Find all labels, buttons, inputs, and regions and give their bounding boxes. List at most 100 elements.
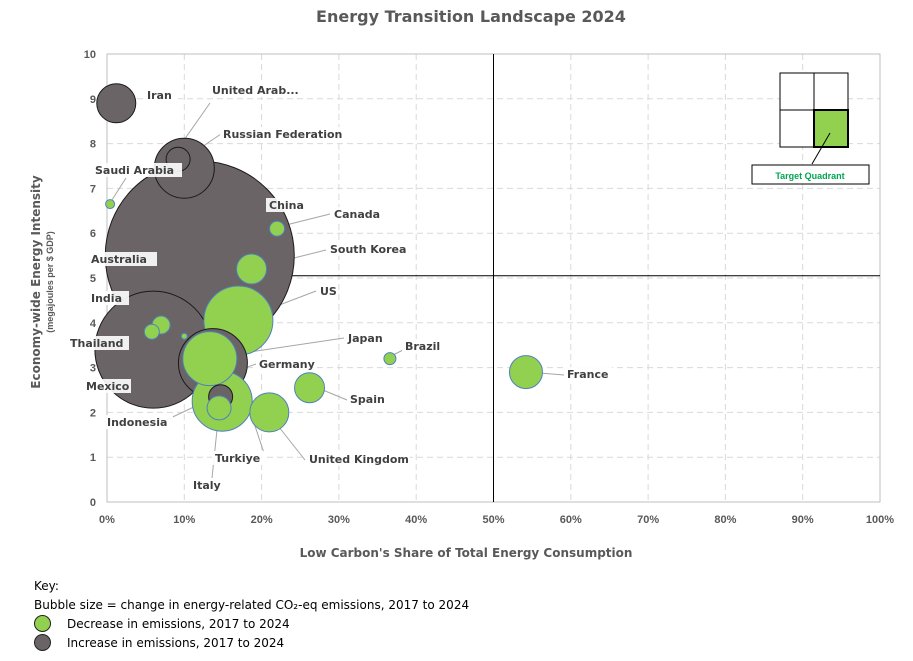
x-tick-label: 90%: [792, 514, 814, 526]
target-quadrant-label: Target Quadrant: [775, 171, 844, 181]
y-tick-label: 0: [90, 497, 96, 509]
label-bg: [83, 379, 131, 393]
x-tick-label: 20%: [251, 514, 273, 526]
label-brazil: Brazil: [405, 340, 440, 353]
y-tick-label: 8: [90, 139, 96, 151]
bubble-spain: [294, 372, 326, 404]
x-tick-label: 30%: [328, 514, 350, 526]
label-bg: [256, 357, 311, 371]
x-tick-label: 50%: [482, 514, 504, 526]
y-tick-label: 3: [90, 363, 96, 375]
key-increase-row: Increase in emissions, 2017 to 2024: [34, 633, 469, 652]
inset-cell-bottom-left: [779, 109, 815, 148]
energy-transition-chart: Energy Transition Landscape 2024 0% 10% 20…: [29, 7, 895, 560]
y-axis-subtitle: (megajoules per $ GDP): [45, 231, 55, 333]
label-spain: Spain: [350, 393, 385, 406]
bubble-iran: [96, 83, 137, 124]
x-tick-label: 10%: [173, 514, 195, 526]
label-bg: [331, 207, 379, 221]
label-south-korea: South Korea: [330, 243, 406, 256]
chart-title: Energy Transition Landscape 2024: [316, 7, 626, 26]
y-tick-label: 9: [90, 94, 96, 106]
label-bg: [347, 392, 388, 406]
label-bg: [317, 284, 337, 298]
label-mexico: Mexico: [86, 380, 130, 393]
label-us: US: [320, 285, 337, 298]
key-heading: Key:: [34, 578, 59, 593]
label-bg: [190, 478, 231, 492]
key-decrease-label: Decrease in emissions, 2017 to 2024: [67, 616, 290, 631]
label-australia: Australia: [91, 253, 147, 266]
x-tick-label: 80%: [714, 514, 736, 526]
legend-key: Key: Bubble size = change in energy-rela…: [34, 576, 469, 652]
bubble-south-korea: [236, 253, 268, 285]
label-bg: [402, 339, 450, 353]
increase-swatch: [34, 634, 51, 651]
label-bg: [564, 367, 612, 381]
leader-line: [539, 372, 565, 376]
key-increase-label: Increase in emissions, 2017 to 2024: [67, 635, 285, 650]
x-tick-label: 70%: [637, 514, 659, 526]
x-tick-label: 100%: [866, 514, 894, 526]
bubble-italy: [206, 395, 232, 421]
label-japan: Japan: [347, 332, 383, 345]
bubble-canada: [269, 220, 286, 237]
decrease-swatch: [34, 615, 51, 632]
bubble-mexico: [180, 332, 188, 340]
label-bg: [209, 83, 313, 97]
label-thailand: Thailand: [70, 337, 123, 350]
label-bg: [92, 163, 182, 177]
inset-cell-target: [813, 109, 849, 148]
label-bg: [67, 336, 129, 350]
leader-line: [109, 177, 127, 204]
bubbles: [94, 83, 543, 433]
label-indonesia: Indonesia: [107, 416, 167, 429]
y-tick-label: 5: [90, 273, 96, 285]
label-bg: [88, 252, 157, 266]
key-decrease-row: Decrease in emissions, 2017 to 2024: [34, 614, 469, 633]
y-axis-title: Economy-wide Energy Intensity: [29, 175, 43, 389]
label-bg: [88, 291, 129, 305]
key-size-text: Bubble size = change in energy-related C…: [34, 597, 470, 612]
label-bg: [212, 451, 267, 465]
label-bg: [104, 415, 173, 429]
bubble-brazil: [383, 352, 397, 366]
label-india: India: [91, 292, 122, 305]
y-tick-label: 2: [90, 407, 96, 419]
x-tick-label: 40%: [405, 514, 427, 526]
leader-line: [281, 213, 331, 227]
label-canada: Canada: [334, 208, 380, 221]
bubble-germany: [182, 331, 238, 387]
label-bg: [306, 452, 410, 466]
y-tick-label: 4: [90, 318, 97, 330]
bubble-france: [508, 355, 543, 390]
label-united-arab: United Arab...: [212, 84, 299, 97]
bubble-united-kingdom: [249, 392, 290, 433]
label-russian-federation: Russian Federation: [223, 128, 342, 141]
label-china: China: [269, 199, 304, 212]
x-tick-label: 0%: [99, 514, 115, 526]
bubble-saudi-arabia: [105, 199, 116, 210]
target-quadrant-inset: Target Quadrant: [751, 72, 870, 185]
inset-cell-top-left: [779, 72, 815, 111]
label-italy: Italy: [193, 479, 221, 492]
y-tick-label: 10: [84, 49, 96, 61]
label-bg: [345, 331, 386, 345]
bubble-labels: Iran United Arab... Russian Federation Saud…: [67, 83, 612, 492]
label-united-kingdom: United Kingdom: [309, 453, 409, 466]
inset-cell-top-right: [813, 72, 849, 111]
axis-ticks: 0% 10% 20% 30% 40% 50% 60% 70% 80% 90% 100% 0 1 2 3 4 5 6…: [84, 49, 895, 526]
label-turkiye: Turkiye: [215, 452, 260, 465]
label-bg: [220, 127, 352, 141]
inset-pointer: [811, 132, 831, 165]
target-quadrant-box: [751, 164, 870, 185]
y-tick-label: 6: [90, 228, 96, 240]
x-axis-title: Low Carbon's Share of Total Energy Consu…: [300, 546, 633, 560]
label-bg: [327, 242, 410, 256]
y-tick-label: 1: [90, 452, 96, 464]
x-tick-label: 60%: [560, 514, 582, 526]
label-bg: [144, 88, 178, 102]
label-iran: Iran: [147, 89, 172, 102]
label-bg: [266, 198, 307, 212]
bubble-thailand: [143, 323, 160, 340]
